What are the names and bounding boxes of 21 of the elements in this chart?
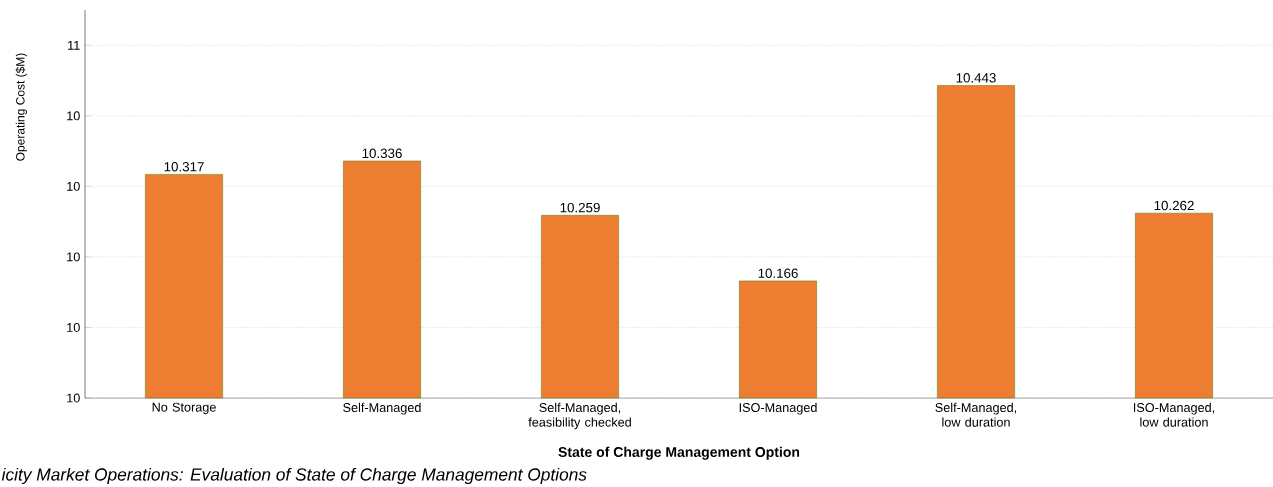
data-label: 10.262 [1154,200,1194,211]
data-label: 10.336 [362,148,402,159]
y-tick-label: 10 [67,322,80,332]
y-axis-title: Operating Cost ($M) [15,53,27,161]
y-tick-label: 10 [67,393,80,403]
x-tick-label: No Storage [152,402,216,415]
x-axis-title: State of Charge Management Option [558,446,800,460]
x-tick-label: ISO-Managed [739,402,817,415]
data-label: 10.166 [758,268,798,278]
y-tick-label: 10 [67,252,80,262]
x-tick-label: Self-Managed [343,402,421,415]
data-label: 10.443 [956,73,996,83]
x-tick-label: Self-Managed, feasibility checked [528,402,631,430]
text: icity Market Operations: Evaluation of State of Charge Management Options [1,467,587,485]
x-tick-label: ISO-Managed, low duration [1133,402,1215,427]
y-tick-label: 10 [67,181,80,191]
data-label: 10.317 [164,162,204,172]
data-label: 10.259 [560,202,600,213]
x-tick-label: Self-Managed, low duration [935,402,1017,427]
y-tick-label: 11 [68,40,80,50]
y-tick-label: 10 [67,111,80,121]
